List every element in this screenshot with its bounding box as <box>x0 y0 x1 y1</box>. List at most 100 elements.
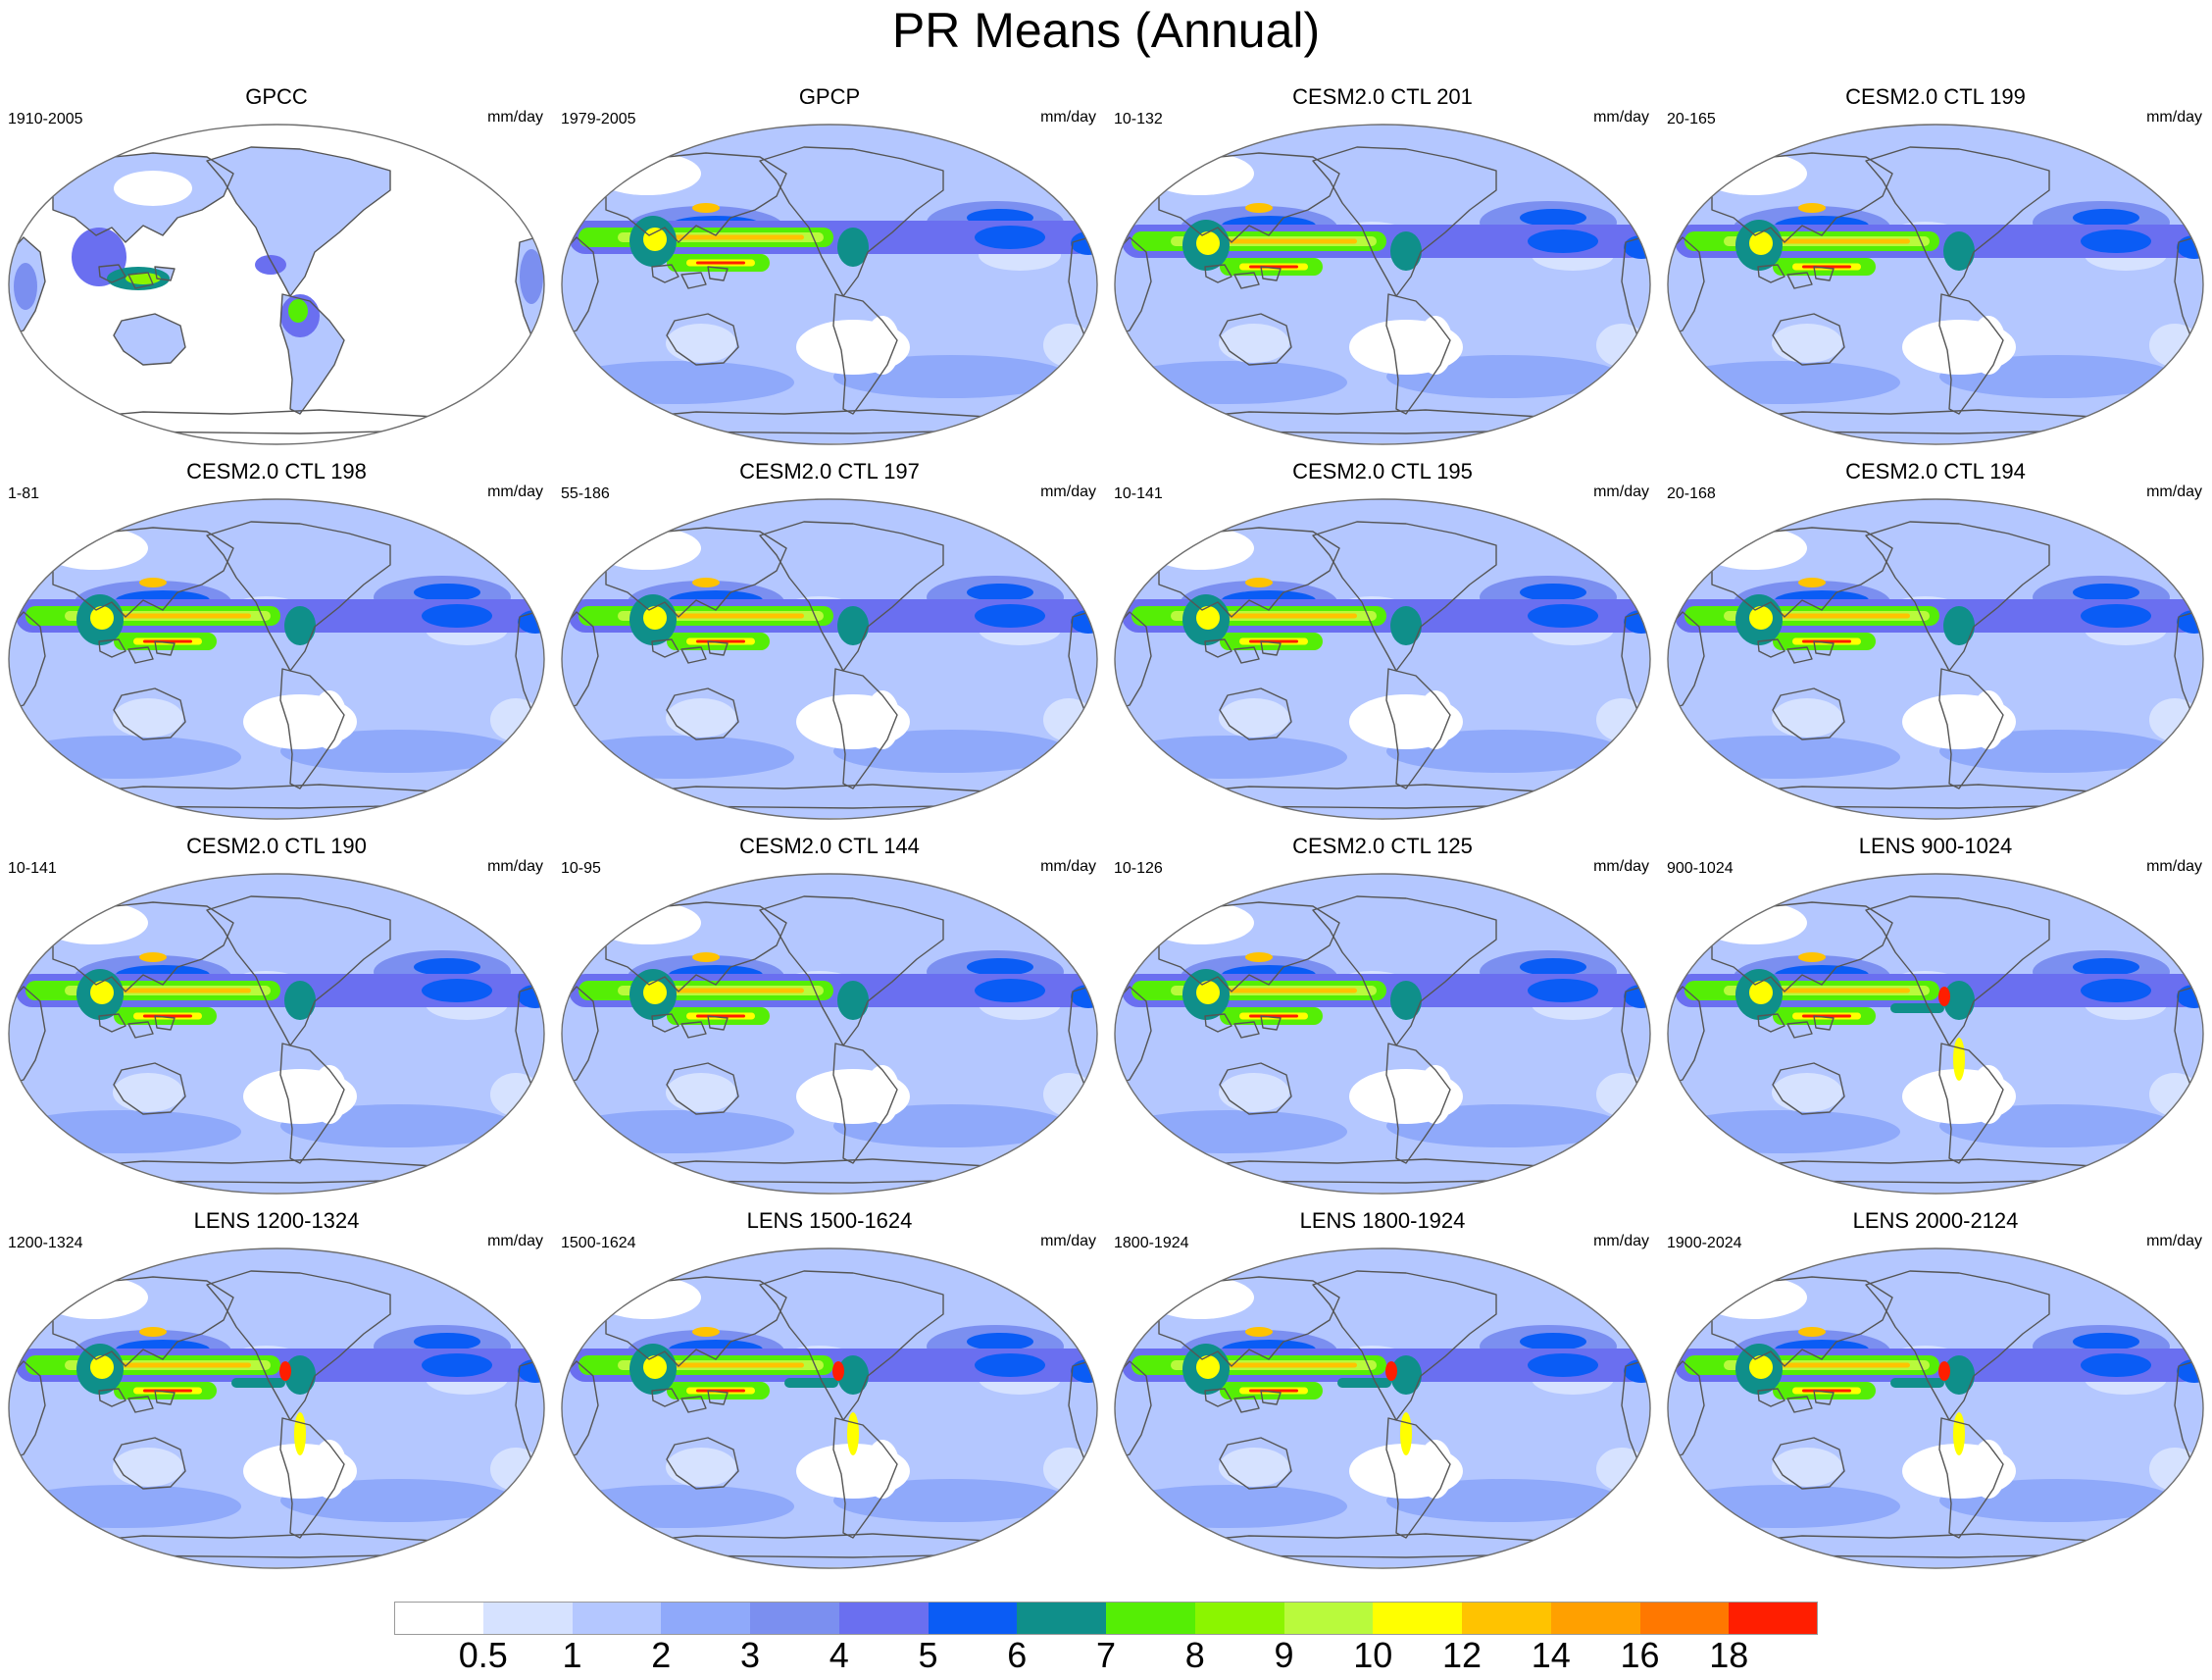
coastline-asia <box>1158 1276 1340 1367</box>
coastline-africaWest <box>1115 986 1152 1086</box>
map-border <box>1114 873 1651 1195</box>
panel-title: LENS 1800-1924 <box>1299 1208 1466 1233</box>
precip-contour <box>1196 1355 1220 1379</box>
coastline-australia <box>113 1437 186 1490</box>
precip-contour <box>1520 1333 1586 1350</box>
precip-field <box>9 499 544 818</box>
panel-title: GPCC <box>245 84 308 109</box>
coastline-maritime <box>651 1388 729 1413</box>
precip-field <box>562 874 1097 1193</box>
coastline-australia <box>1219 1062 1292 1115</box>
coastline-northAmerica <box>206 146 391 297</box>
panel-units: mm/day <box>2146 109 2202 126</box>
colorbar-tick-label: 4 <box>829 1635 849 1675</box>
map-projection <box>1114 498 1651 820</box>
spcz-band <box>696 261 745 265</box>
coastline-southAmerica <box>279 668 345 789</box>
coastline-asia <box>52 901 234 993</box>
precip-contour <box>284 606 316 645</box>
coastline-northAmerica <box>759 521 944 672</box>
precip-contour <box>2081 1353 2151 1377</box>
colorbar-tick-label: 5 <box>918 1635 938 1675</box>
colorbar-swatch <box>928 1602 1018 1635</box>
panel-years: 1900-2024 <box>1667 1235 1742 1251</box>
precip-contour <box>975 226 1045 249</box>
map-projection <box>8 873 545 1195</box>
coastline-australia <box>113 313 186 366</box>
coastline-australia <box>1219 1437 1292 1490</box>
precip-contour <box>1390 231 1422 271</box>
map-border <box>1114 1247 1651 1569</box>
precip-contour <box>1219 1073 1289 1112</box>
precip-contour <box>1528 229 1598 253</box>
coastline-southAmerica <box>1385 668 1451 789</box>
precip-contour <box>518 1359 544 1383</box>
coastline-australia <box>1219 687 1292 740</box>
precip-contour <box>1520 209 1586 227</box>
precip-contour <box>1418 690 1453 749</box>
precip-contour <box>90 981 114 1004</box>
map-border <box>8 873 545 1195</box>
coastline-northAmerica <box>759 895 944 1046</box>
precip-contour <box>967 958 1033 976</box>
precip-contour <box>1245 1327 1273 1337</box>
precip-contour <box>113 1448 183 1487</box>
precip-contour <box>90 1355 114 1379</box>
colorbar-swatch <box>1194 1602 1284 1635</box>
panel-title: LENS 1500-1624 <box>746 1208 913 1233</box>
coastline-southAmerica <box>832 668 898 789</box>
precip-band <box>1205 613 1357 619</box>
precip-contour <box>692 1327 720 1337</box>
precip-field <box>1115 125 1650 443</box>
precip-contour <box>1520 958 1586 976</box>
coastline-australia <box>1772 313 1845 366</box>
precip-band <box>99 613 251 619</box>
precip-contour <box>518 610 544 634</box>
precip-contour <box>40 527 148 570</box>
panel-years: 1500-1624 <box>561 1235 636 1251</box>
precip-contour <box>1115 1110 1347 1153</box>
colorbar-frame <box>394 1602 1818 1635</box>
coastline-africaWest <box>1668 236 1705 336</box>
colorbar-swatch <box>1283 1602 1374 1635</box>
colorbar-swatch <box>750 1602 839 1635</box>
precip-contour <box>1772 698 1842 738</box>
coastline-maritime <box>1757 638 1835 664</box>
precip-contour <box>593 527 701 570</box>
map-projection <box>561 1247 1098 1569</box>
precip-contour <box>865 1440 900 1499</box>
map-projection <box>561 873 1098 1195</box>
precip-contour <box>518 985 544 1008</box>
precip-band <box>1758 1362 1910 1368</box>
precip-contour <box>1418 1065 1453 1124</box>
coastline-northAmerica <box>1312 1270 1497 1421</box>
precip-contour <box>837 981 869 1020</box>
panel-years: 1-81 <box>8 485 40 502</box>
precip-contour <box>1146 1276 1254 1319</box>
precip-contour <box>1668 361 1900 404</box>
precip-band <box>1205 238 1357 244</box>
precip-contour <box>1798 578 1826 587</box>
precip-contour <box>1971 1440 2006 1499</box>
precip-contour <box>414 958 480 976</box>
precip-contour <box>422 1353 492 1377</box>
map-projection <box>1114 873 1651 1195</box>
precip-contour <box>1798 952 1826 962</box>
panel-title: LENS 900-1024 <box>1858 834 2013 858</box>
double-itcz-band <box>784 1378 838 1388</box>
precip-contour <box>422 979 492 1002</box>
precip-contour <box>1699 1276 1807 1319</box>
coastline-northAmerica <box>1865 521 2050 672</box>
colorbar-tick-label: 9 <box>1274 1635 1294 1675</box>
precip-contour <box>40 901 148 944</box>
precip-contour <box>1196 606 1220 630</box>
precip-contour <box>1699 901 1807 944</box>
precip-band <box>652 1362 804 1368</box>
precip-contour <box>113 1073 183 1112</box>
precip-contour <box>139 578 167 587</box>
coastline-africaWest <box>562 236 599 336</box>
precip-band <box>1205 1362 1357 1368</box>
precip-field <box>1668 499 2203 818</box>
precip-contour <box>975 1353 1045 1377</box>
coastline-africaWest <box>562 611 599 711</box>
